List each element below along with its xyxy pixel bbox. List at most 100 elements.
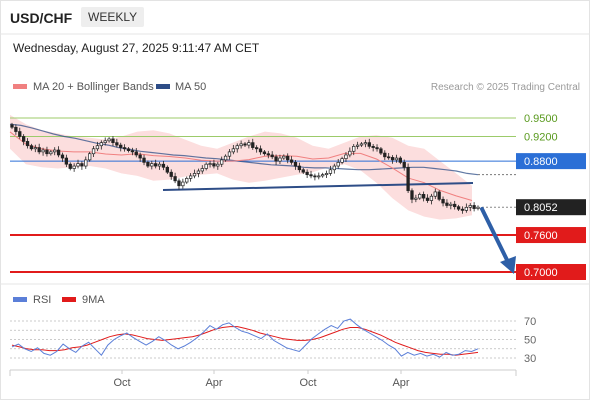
candle-body: [251, 142, 255, 148]
rsi-ma-line: [11, 326, 479, 356]
candle-body: [383, 152, 387, 158]
candle-body: [45, 149, 49, 155]
candle-body: [204, 163, 208, 169]
candle-body: [49, 151, 53, 155]
candle-body: [445, 202, 449, 206]
rsi-axis-label: 30: [524, 353, 536, 365]
x-tick-label: Apr: [205, 377, 222, 389]
candle-body: [352, 145, 356, 152]
candle-body: [142, 157, 146, 163]
candle-body: [119, 144, 123, 148]
ma20-line: [9, 131, 473, 201]
candle-body: [91, 148, 96, 155]
candle-body: [282, 155, 286, 159]
candle-body: [262, 151, 267, 155]
candle-body: [181, 181, 185, 187]
bollinger-band-fill: [10, 114, 472, 220]
candle-body: [177, 180, 181, 187]
candle-body: [367, 142, 371, 147]
candle-body: [154, 163, 158, 167]
candle-body: [68, 163, 72, 169]
candle-body: [150, 163, 154, 167]
candle-body: [379, 148, 383, 154]
candle-body: [227, 151, 232, 157]
candle-body: [340, 158, 344, 163]
candle-body: [37, 147, 41, 153]
candle-body: [363, 142, 368, 145]
candle-body: [107, 138, 111, 142]
candle-body: [10, 124, 14, 128]
candle-body: [130, 150, 135, 153]
candle-body: [239, 143, 243, 147]
rsi-line: [11, 318, 479, 358]
candle-body: [18, 131, 22, 137]
candle-body: [134, 151, 138, 156]
x-tick-label: Apr: [392, 377, 409, 389]
candle-body: [220, 159, 224, 165]
rsi-legend-swatch: [13, 297, 27, 302]
candle-body: [169, 171, 173, 177]
candle-body: [410, 190, 414, 200]
candle-body: [460, 208, 465, 211]
candle-body: [355, 144, 360, 147]
candle-body: [456, 206, 461, 210]
candle-body: [161, 163, 166, 168]
candle-body: [414, 197, 418, 200]
candle-body: [278, 157, 282, 162]
candle-body: [418, 194, 422, 199]
candle-body: [297, 165, 302, 171]
trendline-group: [162, 182, 474, 191]
candle-body: [437, 191, 441, 200]
candle-body: [126, 148, 131, 151]
x-axis: Oct Apr Oct Apr: [9, 370, 517, 389]
candle-body: [200, 168, 204, 172]
candle-body: [192, 173, 197, 177]
x-tick-label: Oct: [113, 377, 130, 389]
current-price-label: 0.8052: [524, 202, 558, 214]
candle-body: [274, 156, 278, 162]
support-level-label: 0.7000: [524, 267, 558, 279]
candle-body: [453, 203, 457, 208]
candle-body: [223, 155, 228, 161]
candle-body: [33, 147, 37, 150]
candle-body: [328, 169, 333, 174]
candle-body: [247, 142, 251, 146]
rsi-ma-legend-swatch: [62, 297, 76, 302]
candle-body: [188, 175, 193, 179]
support-level-label: 0.7600: [524, 230, 558, 242]
timeframe-tab[interactable]: WEEKLY: [81, 7, 145, 27]
candle-body: [138, 154, 142, 159]
rsi-ma-legend-label: 9MA: [82, 294, 105, 306]
candle-body: [122, 147, 127, 150]
candle-body: [293, 162, 298, 167]
candle-body: [88, 153, 92, 161]
candle-body: [476, 206, 480, 209]
support-trendline: [162, 182, 474, 191]
support-level-box: [516, 227, 586, 244]
candlesticks: [10, 122, 480, 214]
candle-body: [324, 173, 329, 176]
symbol-label: USD/CHF: [10, 10, 73, 26]
candle-body: [387, 156, 391, 159]
candle-body: [472, 205, 476, 209]
candle-body: [406, 166, 410, 192]
main-legend: MA 20 + Bollinger Bands MA 50 Research ©…: [13, 81, 580, 93]
candle-body: [25, 141, 30, 147]
candle-body: [208, 163, 212, 165]
candle-body: [371, 145, 375, 148]
rsi-legend-label: RSI: [33, 294, 51, 306]
rsi-axis-label: 70: [524, 316, 536, 328]
candle-body: [56, 149, 61, 156]
candle-body: [53, 149, 57, 153]
candle-body: [231, 148, 236, 153]
support-level-box: [516, 264, 586, 280]
candle-body: [173, 176, 177, 182]
candle-body: [157, 163, 162, 167]
chart-header: USD/CHF WEEKLY: [0, 0, 590, 34]
candle-body: [60, 154, 65, 159]
resistance-level-box: [516, 153, 586, 170]
candle-body: [332, 165, 336, 171]
price-levels: [10, 117, 516, 273]
ma50-legend-label: MA 50: [175, 81, 206, 93]
